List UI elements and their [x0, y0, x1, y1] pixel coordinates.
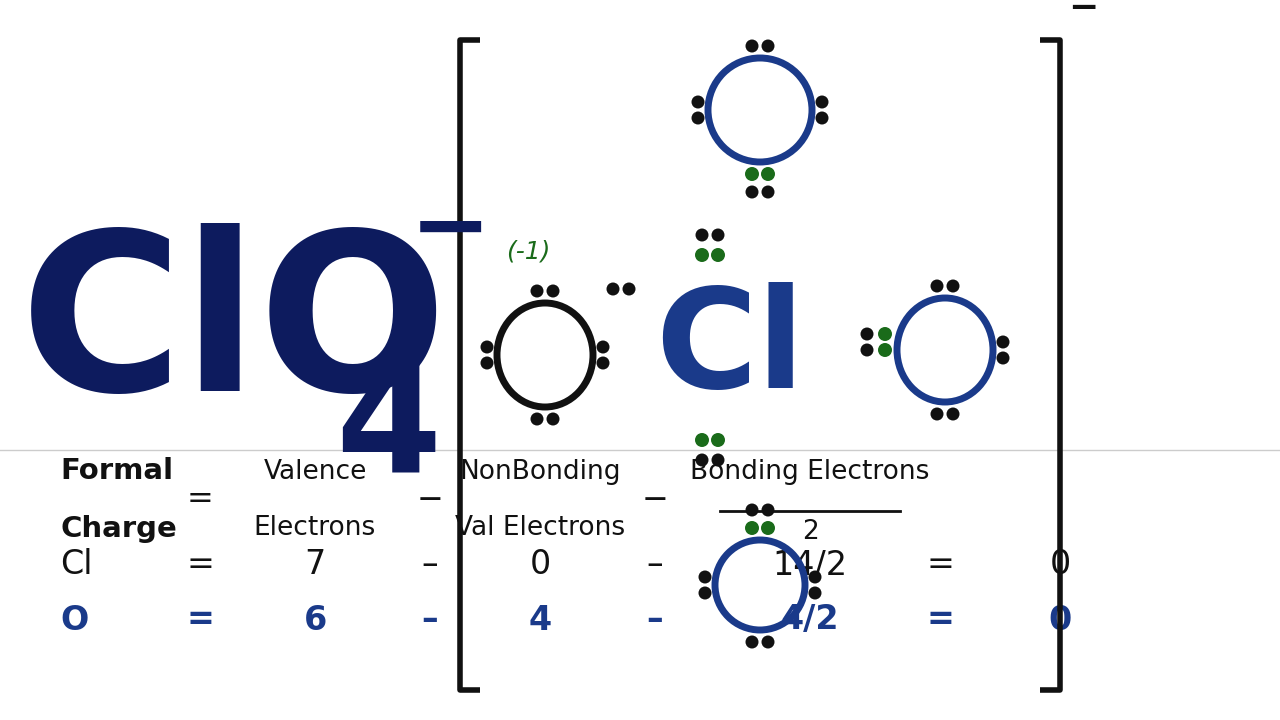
- Circle shape: [997, 351, 1010, 364]
- Circle shape: [745, 186, 759, 199]
- Text: 14/2: 14/2: [772, 549, 847, 582]
- Text: –: –: [646, 549, 663, 582]
- Text: O: O: [60, 603, 88, 636]
- Circle shape: [762, 186, 774, 199]
- Circle shape: [530, 284, 544, 297]
- Circle shape: [762, 503, 774, 516]
- Circle shape: [809, 570, 822, 583]
- Text: Formal: Formal: [60, 457, 173, 485]
- Circle shape: [547, 413, 559, 426]
- Circle shape: [480, 356, 494, 369]
- Circle shape: [762, 40, 774, 53]
- Text: Valence: Valence: [264, 459, 366, 485]
- Text: Charge: Charge: [60, 515, 177, 543]
- Circle shape: [946, 408, 960, 420]
- Text: Electrons: Electrons: [253, 515, 376, 541]
- Circle shape: [997, 336, 1010, 348]
- Circle shape: [878, 343, 892, 357]
- Text: –: –: [421, 603, 438, 636]
- Text: =: =: [186, 603, 214, 636]
- Text: −: −: [1068, 0, 1098, 25]
- Text: ClO: ClO: [20, 223, 448, 437]
- Text: (-1): (-1): [506, 240, 550, 264]
- Circle shape: [607, 282, 620, 295]
- Circle shape: [547, 284, 559, 297]
- Circle shape: [815, 96, 828, 109]
- Circle shape: [691, 112, 704, 125]
- Text: 4/2: 4/2: [781, 603, 840, 636]
- Text: 6: 6: [303, 603, 326, 636]
- Circle shape: [745, 521, 759, 535]
- Circle shape: [691, 96, 704, 109]
- Text: Cl: Cl: [60, 549, 92, 582]
- Text: =: =: [925, 603, 954, 636]
- Circle shape: [712, 228, 724, 241]
- Text: 0: 0: [1050, 549, 1070, 582]
- Circle shape: [480, 341, 494, 354]
- Circle shape: [699, 587, 712, 600]
- Circle shape: [946, 279, 960, 292]
- Text: –: –: [421, 549, 438, 582]
- Circle shape: [860, 343, 873, 356]
- Circle shape: [745, 167, 759, 181]
- Text: =: =: [187, 485, 214, 516]
- Circle shape: [860, 328, 873, 341]
- Circle shape: [695, 433, 709, 447]
- Text: Cl: Cl: [655, 282, 805, 418]
- Circle shape: [695, 454, 709, 467]
- Text: 4: 4: [335, 356, 442, 505]
- Circle shape: [931, 279, 943, 292]
- Circle shape: [815, 112, 828, 125]
- Text: Val Electrons: Val Electrons: [454, 515, 625, 541]
- Circle shape: [762, 167, 774, 181]
- Circle shape: [712, 454, 724, 467]
- Text: =: =: [925, 549, 954, 582]
- Text: 4: 4: [529, 603, 552, 636]
- Circle shape: [745, 503, 759, 516]
- Text: =: =: [186, 549, 214, 582]
- Circle shape: [745, 636, 759, 649]
- Text: NonBonding: NonBonding: [460, 459, 621, 485]
- Circle shape: [745, 40, 759, 53]
- Text: 2: 2: [801, 519, 818, 545]
- Text: Bonding Electrons: Bonding Electrons: [690, 459, 929, 485]
- Text: 0: 0: [1048, 603, 1071, 636]
- Text: −: −: [641, 485, 668, 516]
- Circle shape: [931, 408, 943, 420]
- Circle shape: [878, 327, 892, 341]
- Circle shape: [710, 433, 724, 447]
- Circle shape: [710, 248, 724, 262]
- Text: −: −: [410, 184, 492, 276]
- Text: 0: 0: [530, 549, 550, 582]
- Text: 7: 7: [305, 549, 325, 582]
- Circle shape: [762, 636, 774, 649]
- Circle shape: [596, 356, 609, 369]
- Circle shape: [530, 413, 544, 426]
- Circle shape: [695, 248, 709, 262]
- Circle shape: [699, 570, 712, 583]
- Text: −: −: [416, 485, 443, 516]
- Circle shape: [596, 341, 609, 354]
- Circle shape: [809, 587, 822, 600]
- Circle shape: [762, 521, 774, 535]
- Text: –: –: [646, 603, 663, 636]
- Circle shape: [622, 282, 635, 295]
- Circle shape: [695, 228, 709, 241]
